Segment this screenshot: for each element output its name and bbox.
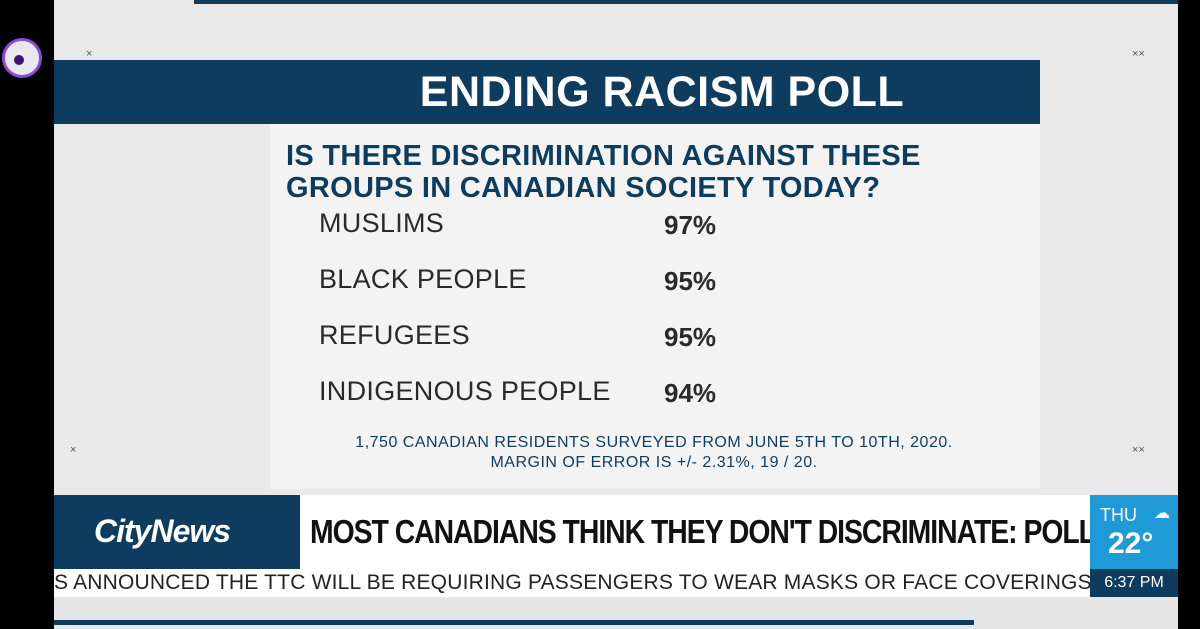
clock: 6:37 PM bbox=[1090, 569, 1178, 597]
question-line-1: IS THERE DISCRIMINATION AGAINST THESE bbox=[286, 140, 921, 172]
row-value-muslims: 97% bbox=[664, 210, 717, 240]
footnote-line-1: 1,750 CANADIAN RESIDENTS SURVEYED FROM J… bbox=[355, 434, 953, 451]
headline-block: MOST CANADIANS THINK THEY DON'T DISCRIMI… bbox=[300, 495, 1096, 569]
video-frame: ENDING RACISM POLL IS THERE DISCRIMINATI… bbox=[54, 0, 1178, 629]
brand-block: CityNews bbox=[54, 495, 300, 569]
floating-bubble-icon[interactable] bbox=[2, 38, 42, 78]
weather-day: THU bbox=[1100, 505, 1137, 525]
row-label-indigenous-people: INDIGENOUS PEOPLE bbox=[319, 376, 611, 406]
ticker-text: S ANNOUNCED THE TTC WILL BE REQUIRING PA… bbox=[54, 571, 1161, 594]
row-value-black-people: 95% bbox=[664, 266, 717, 296]
corner-mark: × bbox=[70, 444, 77, 456]
right-letterbox bbox=[1178, 0, 1200, 629]
row-value-indigenous-people: 94% bbox=[664, 378, 717, 408]
row-label-black-people: BLACK PEOPLE bbox=[319, 264, 527, 294]
weather-temp: 22° bbox=[1108, 527, 1154, 560]
row-label-refugees: REFUGEES bbox=[319, 320, 470, 350]
weather-widget: THU ☁ 22° bbox=[1090, 495, 1178, 569]
news-ticker: S ANNOUNCED THE TTC WILL BE REQUIRING PA… bbox=[54, 569, 1178, 597]
footnote-line-2: MARGIN OF ERROR IS +/- 2.31%, 19 / 20. bbox=[490, 454, 818, 471]
bottom-accent-line bbox=[54, 620, 974, 625]
corner-mark: ×× bbox=[1132, 444, 1145, 456]
lower-third: CityNews MOST CANADIANS THINK THEY DON'T… bbox=[54, 495, 1178, 569]
citynews-logo: CityNews bbox=[94, 513, 231, 549]
corner-mark: × bbox=[86, 48, 93, 60]
headline: MOST CANADIANS THINK THEY DON'T DISCRIMI… bbox=[310, 513, 1096, 550]
poll-card bbox=[270, 124, 1040, 489]
poll-footnote: 1,750 CANADIAN RESIDENTS SURVEYED FROM J… bbox=[304, 433, 1004, 473]
top-accent-line bbox=[194, 0, 1178, 4]
row-label-muslims: MUSLIMS bbox=[319, 208, 445, 238]
poll-title: ENDING RACISM POLL bbox=[419, 68, 905, 116]
left-letterbox bbox=[0, 0, 54, 629]
corner-mark: ×× bbox=[1132, 48, 1145, 60]
partly-cloudy-icon: ☁ bbox=[1154, 505, 1170, 522]
title-band bbox=[54, 60, 1040, 124]
poll-question: IS THERE DISCRIMINATION AGAINST THESE GR… bbox=[286, 140, 1046, 204]
question-line-2: GROUPS IN CANADIAN SOCIETY TODAY? bbox=[286, 172, 881, 204]
bubble-dot bbox=[14, 55, 24, 65]
row-value-refugees: 95% bbox=[664, 322, 717, 352]
